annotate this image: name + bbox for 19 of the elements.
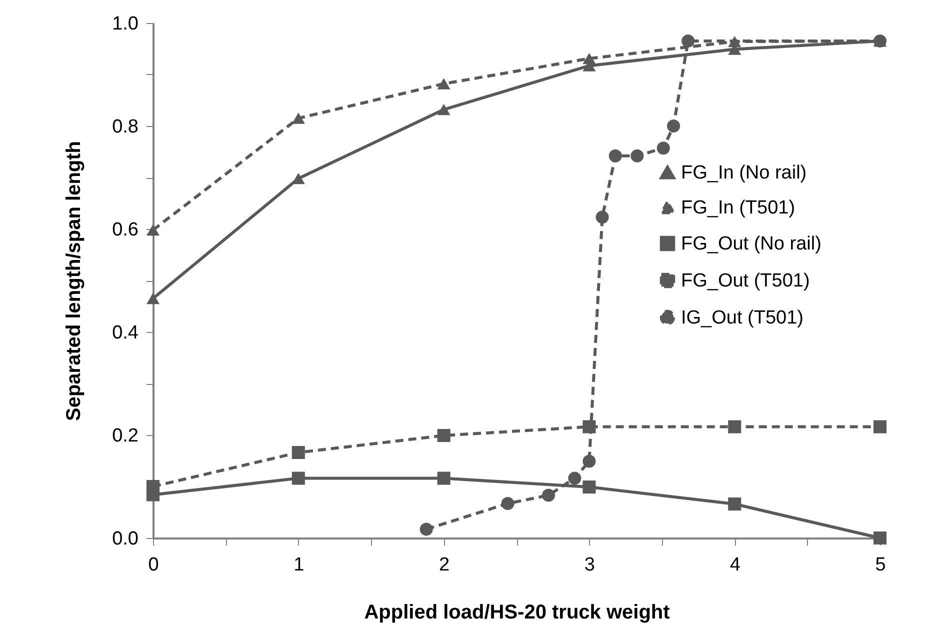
x-tick-label: 4 [730, 554, 741, 576]
y-tick-label: 0.4 [112, 322, 139, 344]
y-tick-label: 0.8 [112, 116, 138, 138]
y-tick-label: 0.2 [112, 426, 138, 446]
legend-label: FG_Out (No rail) [681, 234, 822, 254]
legend-label: FG_In (T501) [681, 198, 796, 218]
y-tick-label: 0.0 [112, 528, 138, 550]
x-tick-label: 5 [875, 554, 886, 576]
legend-label: FG_Out (T501) [681, 270, 810, 292]
legend-label: IG_Out (T501) [681, 308, 804, 328]
x-tick-label: 3 [584, 554, 595, 576]
x-axis-title: Applied load/HS-20 truck weight [364, 602, 670, 624]
x-tick-label: 1 [294, 554, 304, 576]
y-tick-label: 0.6 [112, 220, 138, 240]
y-axis-title: Separated length/span length [63, 140, 86, 422]
x-tick-label: 2 [439, 554, 450, 576]
legend-label: FG_In (No rail) [681, 162, 807, 184]
y-tick-label: 1.0 [112, 14, 138, 34]
x-tick-label: 0 [148, 554, 159, 576]
